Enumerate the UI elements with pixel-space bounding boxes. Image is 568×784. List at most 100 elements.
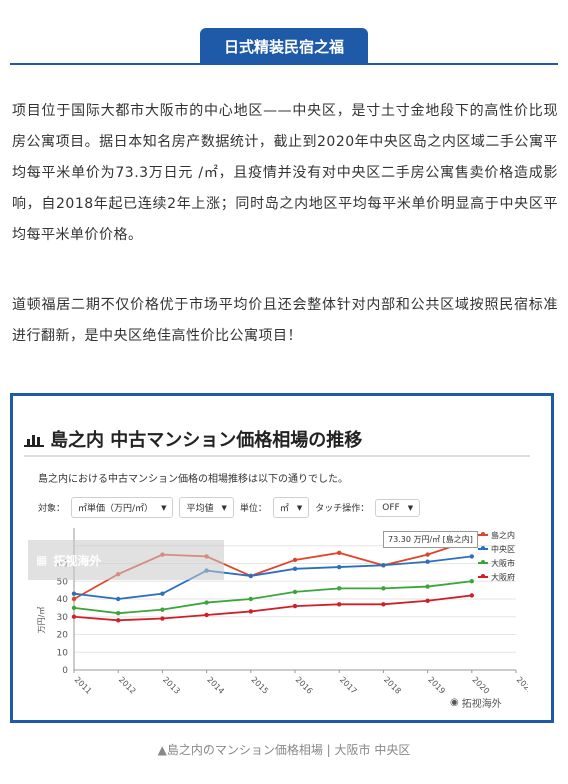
data-point xyxy=(116,596,121,602)
unit-label: 単位： xyxy=(239,504,267,514)
legend-swatch xyxy=(478,560,488,564)
data-point xyxy=(381,602,386,607)
y-tick-label: 30 xyxy=(57,613,69,623)
caret-down-icon: ▼ xyxy=(296,503,303,512)
touch-select[interactable]: OFF ▼ xyxy=(375,498,421,517)
watermark-text: 拓视海外 xyxy=(53,553,102,568)
legend-label: 大阪市 xyxy=(491,558,515,568)
legend-swatch xyxy=(478,574,488,578)
data-point xyxy=(469,579,474,584)
data-point xyxy=(337,550,342,556)
x-tick-label: 2017 xyxy=(338,675,359,696)
data-point xyxy=(425,559,430,564)
y-tick-label: 10 xyxy=(57,648,69,658)
chart-subtitle: 島之内における中古マンション価格の相場推移は以下の通りでした。 xyxy=(38,474,348,485)
data-point xyxy=(116,618,121,623)
watermark-corner: ◉ 拓视海外 xyxy=(450,695,502,710)
data-point xyxy=(292,557,298,563)
series-line xyxy=(73,594,472,622)
legend-item[interactable]: 島之内 xyxy=(478,528,515,542)
data-point xyxy=(337,602,342,607)
title-rule xyxy=(24,455,530,457)
header-divider xyxy=(10,63,558,65)
chart-title: 島之内 中古マンション価格相場の推移 xyxy=(24,426,362,452)
data-point xyxy=(469,554,474,559)
y-tick-label: 0 xyxy=(62,666,68,676)
average-select-value: 平均値 xyxy=(186,504,214,514)
touch-select-value: OFF xyxy=(382,502,400,513)
chart-controls: 対象： ㎡単価（万円/㎡） ▼ 平均値 ▼ 単位： ㎡ ▼ タッチ操作： OFF… xyxy=(38,497,421,518)
data-point xyxy=(292,589,298,595)
data-point xyxy=(248,609,253,614)
data-point xyxy=(248,573,253,579)
data-point xyxy=(71,614,77,619)
y-axis-label: 万円/㎡ xyxy=(37,607,46,634)
x-tick-label: 2012 xyxy=(117,675,138,696)
data-point xyxy=(292,566,298,572)
watermark-logo-icon: ▦ xyxy=(36,553,48,567)
data-point xyxy=(381,563,386,568)
x-tick-label: 2015 xyxy=(249,675,270,696)
data-point xyxy=(71,596,77,602)
y-tick-label: 20 xyxy=(57,631,69,641)
legend-item[interactable]: 大阪府 xyxy=(478,570,515,584)
legend-swatch xyxy=(478,532,488,536)
y-tick-label: 50 xyxy=(57,577,69,587)
legend-item[interactable]: 中央区 xyxy=(478,542,515,556)
average-select[interactable]: 平均値 ▼ xyxy=(179,497,234,518)
bar-chart-icon xyxy=(24,431,44,447)
legend-label: 中央区 xyxy=(491,544,515,554)
caret-down-icon: ▼ xyxy=(407,503,414,512)
legend-label: 大阪府 xyxy=(491,572,515,582)
wechat-icon: ◉ xyxy=(450,697,459,708)
data-point xyxy=(160,607,165,612)
x-tick-label: 2019 xyxy=(426,675,447,696)
x-tick-label: 2016 xyxy=(294,675,315,696)
x-tick-label: 2020 xyxy=(470,675,491,696)
section-header: 日式精装民宿之福 xyxy=(0,0,568,70)
data-point xyxy=(292,603,298,609)
chart-tooltip: 73.30 万円/㎡ [島之内] xyxy=(383,531,478,548)
x-tick-label: 2018 xyxy=(382,675,403,696)
series-line xyxy=(73,580,472,615)
data-point xyxy=(160,616,165,621)
watermark-overlay: ▦ 拓视海外 xyxy=(28,540,224,580)
x-tick-label: 2014 xyxy=(205,675,226,696)
target-label: 対象： xyxy=(38,504,66,514)
data-point xyxy=(160,591,165,596)
caret-down-icon: ▼ xyxy=(221,503,227,512)
x-tick-label: 2013 xyxy=(161,675,182,696)
unit-select[interactable]: ㎡ ▼ xyxy=(272,497,310,518)
data-point xyxy=(204,600,209,605)
legend-item[interactable]: 大阪市 xyxy=(478,556,515,570)
caret-down-icon: ▼ xyxy=(161,503,167,512)
chart-legend: 島之内中央区大阪市大阪府 xyxy=(478,528,515,584)
legend-label: 島之内 xyxy=(491,530,515,540)
target-select[interactable]: ㎡単価（万円/㎡） ▼ xyxy=(71,497,174,518)
data-point xyxy=(204,612,209,618)
chart-title-text: 島之内 中古マンション価格相場の推移 xyxy=(50,430,363,451)
data-point xyxy=(425,598,430,603)
touch-label: タッチ操作： xyxy=(315,504,370,514)
renovation-paragraph: 道顿福居二期不仅价格优于市场平均价且还会整体针对内部和公共区域按照民宿标准进行翻… xyxy=(12,297,558,344)
x-tick-label: 2011 xyxy=(73,675,94,696)
data-point xyxy=(248,596,253,602)
data-point xyxy=(469,593,474,598)
figure-caption: ▲島之内のマンション価格相場 | 大阪市 中央区 xyxy=(157,743,411,757)
data-point xyxy=(116,611,121,616)
watermark-corner-text: 拓视海外 xyxy=(461,699,502,710)
unit-select-value: ㎡ xyxy=(279,504,289,514)
data-point xyxy=(381,586,386,591)
data-point xyxy=(425,584,430,589)
intro-paragraph: 项目位于国际大都市大阪市的中心地区——中央区，是寸土寸金地段下的高性价比现房公寓… xyxy=(12,103,558,243)
data-point xyxy=(337,586,342,591)
y-tick-label: 40 xyxy=(57,595,69,605)
data-point xyxy=(71,605,77,611)
legend-swatch xyxy=(478,546,488,550)
data-point xyxy=(425,552,430,557)
data-point xyxy=(71,591,77,596)
data-point xyxy=(337,564,342,570)
target-select-value: ㎡単価（万円/㎡） xyxy=(78,504,154,514)
series-line xyxy=(73,555,472,600)
x-tick-label: 2021 xyxy=(515,675,528,696)
